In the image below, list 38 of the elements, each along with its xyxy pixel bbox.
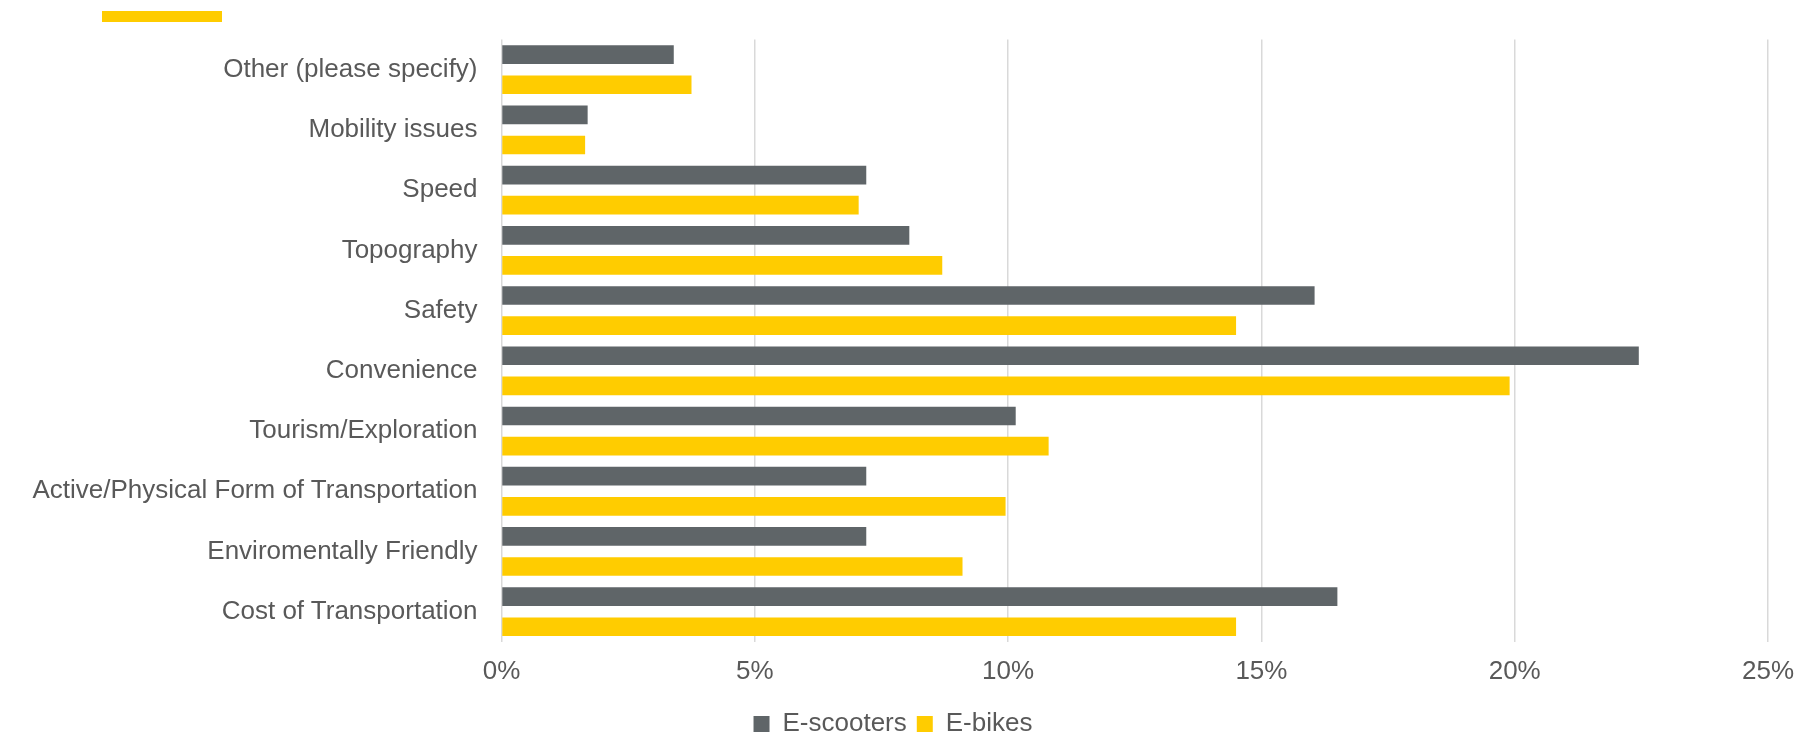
bar: [502, 135, 586, 155]
y-tick-label: Topography: [341, 233, 478, 264]
bar: [502, 466, 867, 486]
x-tick-label: 25%: [1741, 654, 1794, 685]
legend-label: E-bikes: [945, 707, 1033, 738]
y-tick-label: Other (please specify): [223, 52, 478, 83]
bar: [502, 286, 1315, 305]
y-tick-label: Enviromentally Friendly: [207, 534, 478, 565]
y-tick-label: Active/Physical Form of Transportation: [32, 474, 478, 505]
bar: [502, 165, 867, 185]
bar: [502, 376, 1510, 396]
y-tick-label: Cost of Transportation: [221, 594, 478, 625]
bar: [502, 75, 692, 95]
legend-label: E-scooters: [782, 707, 907, 738]
y-tick-label: Mobility issues: [308, 113, 478, 144]
x-tick-label: 10%: [982, 654, 1035, 685]
bar: [502, 557, 963, 576]
bar: [502, 406, 1016, 426]
bar: [502, 225, 910, 245]
x-tick-label: 5%: [736, 654, 774, 685]
x-tick-label: 15%: [1235, 654, 1288, 685]
y-tick-label: Speed: [402, 173, 478, 204]
y-tick-label: Tourism/Exploration: [249, 414, 478, 445]
y-tick-label: Convenience: [325, 353, 478, 384]
bar: [502, 496, 1006, 516]
bar: [502, 45, 674, 64]
bar: [502, 256, 943, 275]
bar: [502, 587, 1338, 606]
x-tick-label: 20%: [1488, 654, 1541, 685]
y-tick-label: Safety: [403, 293, 478, 324]
bar: [502, 436, 1049, 456]
x-tick-label: 0%: [482, 654, 521, 685]
bar: [502, 105, 588, 125]
bar: [502, 527, 867, 546]
bar: [502, 617, 1237, 637]
bar: [502, 316, 1237, 335]
bar: [502, 346, 1639, 366]
bar: [502, 195, 859, 215]
